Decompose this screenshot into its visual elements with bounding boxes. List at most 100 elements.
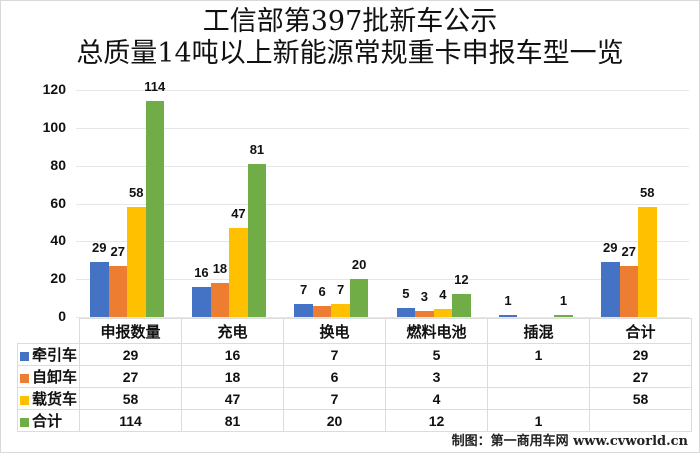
table-cell: 18: [181, 365, 285, 388]
bar-value-label: 20: [351, 257, 367, 273]
bar-value-label: 58: [640, 185, 655, 201]
table-cell: 7: [283, 387, 387, 410]
table-cell: 1: [487, 343, 591, 366]
table-cell: 114: [79, 409, 183, 432]
table-cell: 3: [385, 365, 489, 388]
table-cell: [487, 365, 591, 388]
table-cell: 27: [589, 365, 693, 388]
table-header-cell: 申报数量: [79, 318, 183, 344]
table-cell: 47: [181, 387, 285, 410]
table-cell: 58: [79, 387, 183, 410]
table-cell: 6: [283, 365, 387, 388]
bar-value-label: 18: [212, 260, 228, 276]
table-cell: 20: [283, 409, 387, 432]
bar-value-label: 4: [439, 287, 447, 303]
bar-value-label: 12: [454, 272, 469, 288]
row-label: 牵引车: [32, 346, 78, 364]
table-header-cell: 换电: [283, 318, 387, 344]
legend-item-tractor: 牵引车: [16, 343, 81, 366]
bar-value-label: 6: [318, 283, 326, 299]
bar-value-label: 27: [110, 243, 125, 259]
legend-swatch-icon: [20, 373, 29, 383]
table-cell: 16: [181, 343, 285, 366]
bar: [349, 279, 369, 317]
bar-value-label: 7: [300, 281, 308, 297]
bar: [638, 207, 657, 317]
chart-title-line2: 总质量14吨以上新能源常规重卡申报车型一览: [76, 38, 624, 69]
bar: [229, 228, 248, 317]
table-cell: 27: [79, 365, 183, 388]
table-row: 自卸车 27 18 6 3 27: [16, 365, 693, 388]
bar-value-label: 29: [92, 240, 107, 256]
table-cell: 1: [487, 409, 591, 432]
legend-item-total: 合计: [16, 409, 81, 432]
row-label: 载货车: [32, 390, 78, 408]
table-header-cell: 插混: [487, 318, 591, 344]
bar: [210, 282, 230, 317]
legend-item-dump: 自卸车: [16, 365, 81, 388]
gridline: [76, 241, 689, 242]
y-tick-label: 0: [58, 308, 66, 324]
table-cell: 29: [589, 343, 693, 366]
bar: [294, 303, 313, 317]
bar: [554, 315, 573, 317]
bar: [452, 294, 471, 317]
bar-value-label: 81: [249, 141, 265, 157]
bar-value-label: 47: [231, 206, 246, 222]
bar: [247, 163, 267, 317]
bar: [312, 305, 332, 317]
bar: [619, 265, 638, 317]
y-tick-label: 100: [42, 119, 66, 135]
legend-item-cargo: 载货车: [16, 387, 81, 410]
table-cell: 81: [181, 409, 285, 432]
table-row: 载货车 58 47 7 4 58: [16, 387, 693, 410]
table-corner: [17, 318, 81, 344]
bar: [601, 262, 620, 317]
legend-swatch-icon: [20, 395, 29, 405]
table-header-row: 申报数量 充电 换电 燃料电池 插混 合计: [17, 318, 693, 344]
legend-swatch-icon: [20, 417, 29, 427]
bar: [396, 307, 416, 317]
table-cell: 12: [385, 409, 489, 432]
data-table: 申报数量 充电 换电 燃料电池 插混 合计 牵引车 29 16 7 5 1 29…: [16, 318, 693, 432]
bar: [127, 207, 146, 317]
y-tick-label: 40: [50, 232, 66, 248]
table-header-cell: 燃料电池: [385, 318, 489, 344]
gridline: [76, 279, 689, 280]
bar: [498, 315, 518, 317]
gridline: [76, 204, 689, 205]
table-cell: [589, 409, 693, 432]
bar-value-label: 29: [603, 240, 618, 256]
bar: [433, 309, 453, 317]
gridline: [76, 166, 689, 167]
table-cell: [487, 387, 591, 410]
table-row: 牵引车 29 16 7 5 1 29: [16, 343, 693, 366]
bar-value-label: 5: [402, 285, 410, 301]
y-tick-label: 120: [42, 81, 66, 97]
bar: [331, 303, 350, 317]
bar-value-label: 7: [337, 281, 345, 297]
table-cell: 5: [385, 343, 489, 366]
table-header-cell: 充电: [181, 318, 285, 344]
table-header-cell: 合计: [589, 318, 693, 344]
gridline: [76, 317, 689, 318]
table-cell: 58: [589, 387, 693, 410]
gridline: [76, 90, 689, 91]
row-label: 自卸车: [32, 368, 78, 386]
legend-swatch-icon: [20, 351, 29, 361]
gridline: [76, 128, 689, 129]
table-row: 合计 114 81 20 12 1: [16, 409, 693, 432]
y-tick-label: 60: [50, 195, 66, 211]
bar: [415, 311, 434, 317]
bar-value-label: 27: [621, 243, 636, 259]
bar-value-label: 3: [420, 289, 428, 305]
y-tick-label: 20: [50, 270, 66, 286]
chart-title-line1: 工信部第397批新车公示: [202, 6, 498, 37]
bar-value-label: 16: [194, 264, 209, 280]
row-label: 合计: [32, 412, 63, 430]
table-cell: 7: [283, 343, 387, 366]
bar: [145, 101, 164, 317]
bar: [108, 265, 127, 317]
credit-text: 制图：第一商用车网 www.cvworld.cn: [451, 434, 688, 449]
bar-value-label: 114: [144, 79, 166, 95]
